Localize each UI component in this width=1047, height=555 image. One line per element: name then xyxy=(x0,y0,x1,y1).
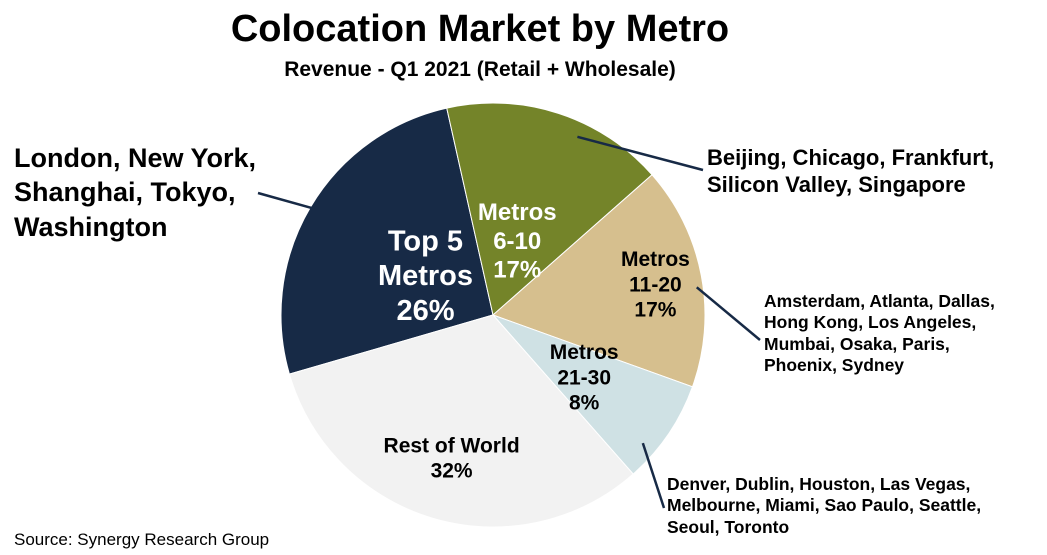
pie-slice-label-2: Metros 11-20 17% xyxy=(621,248,690,321)
annotation-metros-6-10-cities: Beijing, Chicago, Frankfurt, Silicon Val… xyxy=(707,145,995,197)
leader-line-1 xyxy=(577,135,704,172)
pie-slice-label-4: Rest of World 32% xyxy=(384,434,520,482)
pie-slice-label-0: Top 5 Metros 26% xyxy=(378,225,473,327)
annotation-metros-11-20-cities: Amsterdam, Atlanta, Dallas, Hong Kong, L… xyxy=(764,291,995,376)
annotation-top5-cities: London, New York, Shanghai, Tokyo, Washi… xyxy=(14,143,257,242)
pie-slice-4 xyxy=(288,314,634,528)
source-note: Source: Synergy Research Group xyxy=(14,530,270,549)
pie-slice-1 xyxy=(446,102,653,316)
leader-line-3 xyxy=(641,442,666,509)
pie-slice-label-1: Metros 6-10 17% xyxy=(478,199,557,284)
leader-line-0 xyxy=(257,191,313,210)
chart-title: Colocation Market by Metro xyxy=(230,8,730,50)
pie-slice-3 xyxy=(492,314,694,475)
chart-subtitle: Revenue - Q1 2021 (Retail + Wholesale) xyxy=(284,58,676,81)
annotation-metros-21-30-cities: Denver, Dublin, Houston, Las Vegas, Melb… xyxy=(667,474,982,537)
pie-slice-label-3: Metros 21-30 8% xyxy=(550,341,619,414)
leader-line-2 xyxy=(695,286,761,341)
